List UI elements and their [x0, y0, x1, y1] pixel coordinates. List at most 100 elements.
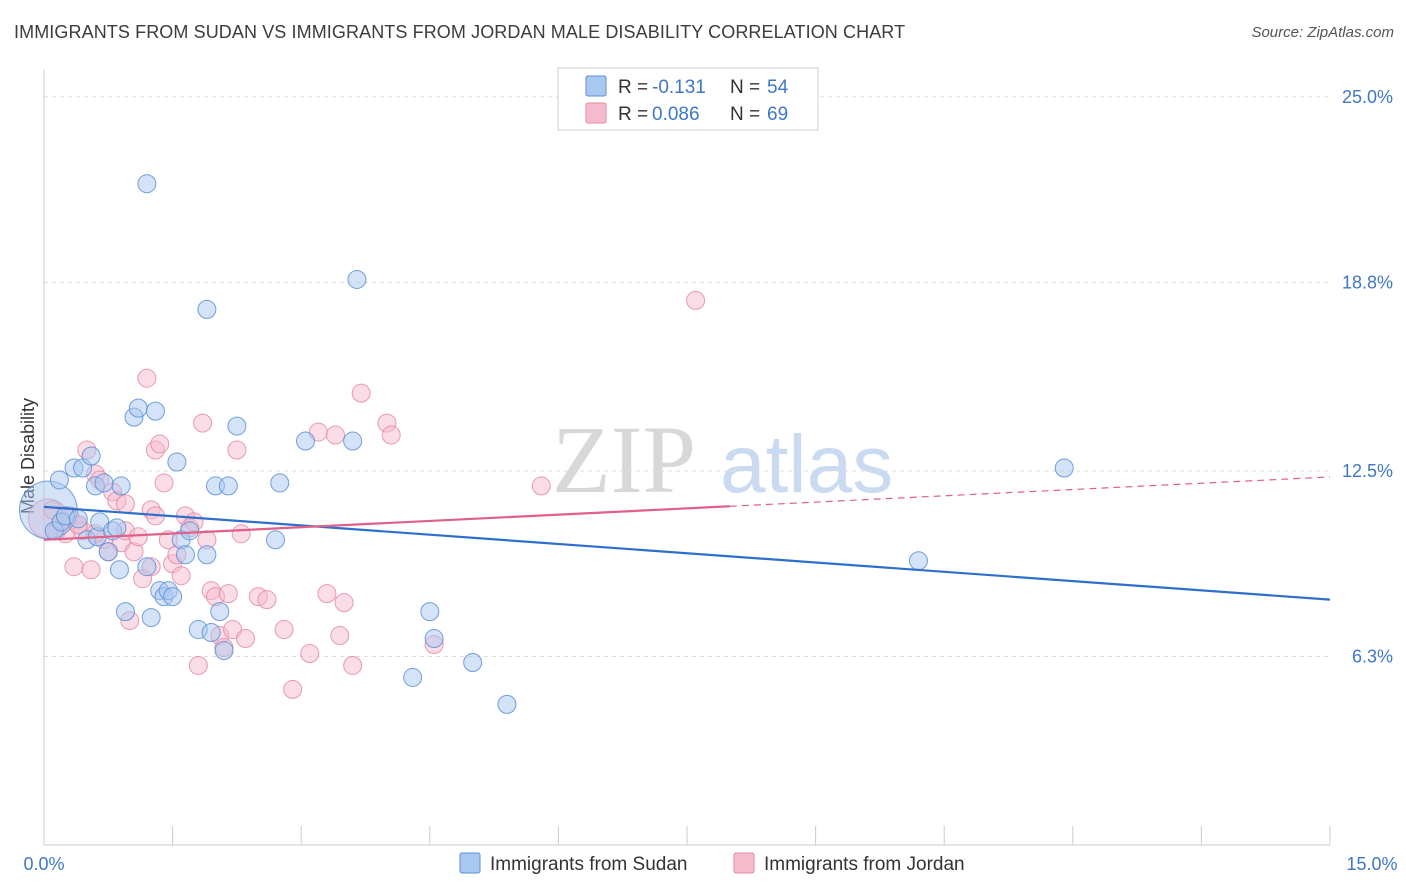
y-tick-label: 25.0% — [1342, 87, 1393, 107]
legend-swatch-sudan — [459, 852, 481, 874]
sudan-point — [347, 269, 367, 289]
jordan-point — [334, 593, 354, 613]
sudan-point — [109, 560, 129, 580]
watermark: ZIP atlas — [552, 406, 893, 513]
stats-legend: R = -0.131 N = 54 R = 0.086 N = 69 — [557, 67, 819, 131]
sudan-point — [111, 476, 131, 496]
jordan-point — [300, 643, 320, 663]
sudan-point — [227, 416, 247, 436]
x-ticks — [43, 826, 1331, 845]
sudan-point — [265, 530, 285, 550]
sudan-point — [403, 667, 423, 687]
sudan-point — [424, 629, 444, 649]
sudan-point — [81, 446, 101, 466]
sudan-point — [210, 602, 230, 622]
jordan-point — [188, 655, 208, 675]
jordan-point — [115, 494, 135, 514]
jordan-point — [81, 560, 101, 580]
stats-n-value-sudan: 54 — [767, 77, 789, 98]
jordan-point — [218, 584, 238, 604]
x-tick-label-min: 0.0% — [23, 854, 64, 874]
jordan-point — [257, 590, 277, 610]
watermark-atlas: atlas — [720, 419, 893, 510]
sudan-point — [295, 431, 315, 451]
jordan-trend-line — [43, 505, 730, 541]
stats-n-value-jordan: 69 — [767, 104, 788, 125]
jordan-trend-line-extrapolated — [729, 476, 1331, 507]
sudan-point — [420, 602, 440, 622]
series-sudan-points — [18, 174, 1074, 714]
sudan-point — [270, 473, 290, 493]
stats-r-label-jordan: R = — [618, 104, 648, 125]
sudan-point — [145, 401, 165, 421]
jordan-point — [137, 368, 157, 388]
jordan-point — [128, 527, 148, 547]
sudan-point — [137, 557, 157, 577]
stats-n-label-sudan: N = — [730, 77, 760, 98]
sudan-point — [197, 299, 217, 319]
sudan-point — [167, 452, 187, 472]
x-tick-label-max: 15.0% — [1346, 854, 1397, 874]
sudan-trend-line — [43, 505, 1331, 601]
sudan-point — [1054, 458, 1074, 478]
jordan-point — [193, 413, 213, 433]
gridlines — [44, 96, 1330, 657]
sudan-point — [463, 652, 483, 672]
jordan-point — [150, 434, 170, 454]
sudan-point — [201, 623, 221, 643]
sudan-point — [68, 509, 88, 529]
sudan-point — [107, 518, 127, 538]
sudan-point — [180, 521, 200, 541]
sudan-point — [908, 551, 928, 571]
jordan-point — [531, 476, 551, 496]
sudan-point — [163, 587, 183, 607]
jordan-point — [330, 626, 350, 646]
jordan-point — [351, 383, 371, 403]
jordan-point — [231, 524, 251, 544]
sudan-point — [94, 473, 114, 493]
y-tick-label: 12.5% — [1342, 461, 1393, 481]
jordan-point — [171, 566, 191, 586]
jordan-point — [381, 425, 401, 445]
jordan-point — [283, 679, 303, 699]
sudan-point — [115, 602, 135, 622]
sudan-point — [49, 470, 69, 490]
stats-swatch-sudan — [585, 75, 607, 97]
jordan-point — [154, 473, 174, 493]
jordan-point — [325, 425, 345, 445]
sudan-point — [141, 608, 161, 628]
sudan-point — [137, 174, 157, 194]
jordan-point — [235, 629, 255, 649]
jordan-point — [686, 290, 706, 310]
y-tick-label: 18.8% — [1342, 272, 1393, 292]
watermark-zip: ZIP — [552, 406, 696, 513]
legend-swatch-jordan — [733, 852, 755, 874]
jordan-point — [343, 655, 363, 675]
stats-r-value-jordan: 0.086 — [652, 104, 700, 125]
series-legend: Immigrants from Sudan Immigrants from Jo… — [459, 852, 965, 875]
jordan-point — [317, 584, 337, 604]
sudan-point — [175, 545, 195, 565]
y-tick-labels: 6.3% 12.5% 18.8% 25.0% — [1342, 87, 1393, 667]
jordan-point — [64, 557, 84, 577]
trend-lines — [43, 476, 1331, 601]
jordan-point — [227, 440, 247, 460]
sudan-point — [98, 542, 118, 562]
sudan-point — [497, 694, 517, 714]
y-tick-label: 6.3% — [1352, 646, 1393, 666]
sudan-point — [197, 545, 217, 565]
jordan-point — [274, 620, 294, 640]
stats-r-label-sudan: R = — [618, 77, 648, 98]
legend-label-sudan: Immigrants from Sudan — [490, 854, 687, 875]
sudan-point — [128, 398, 148, 418]
sudan-point — [343, 431, 363, 451]
source-credit: Source: ZipAtlas.com — [1251, 24, 1394, 41]
sudan-point — [214, 641, 234, 661]
chart-title: IMMIGRANTS FROM SUDAN VS IMMIGRANTS FROM… — [14, 22, 906, 42]
stats-n-label-jordan: N = — [730, 104, 760, 125]
sudan-point — [218, 476, 238, 496]
legend-label-jordan: Immigrants from Jordan — [764, 854, 965, 875]
stats-r-value-sudan: -0.131 — [652, 77, 706, 98]
stats-swatch-jordan — [585, 102, 607, 124]
